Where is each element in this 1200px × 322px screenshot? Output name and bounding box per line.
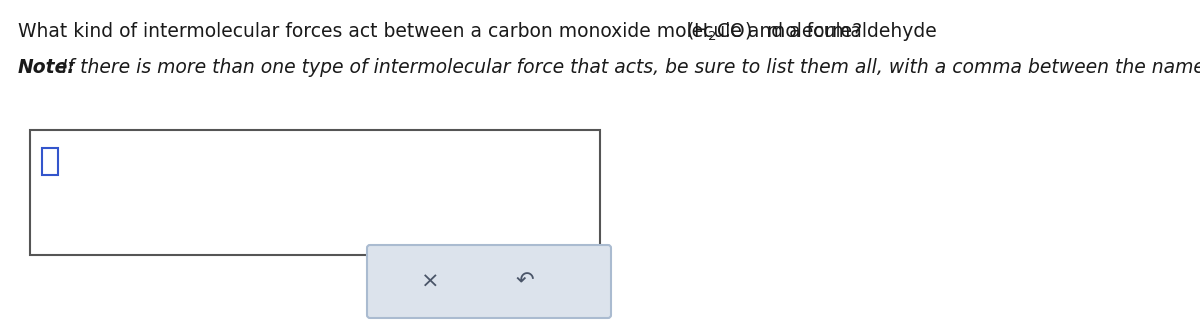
Text: Note:: Note: bbox=[18, 58, 76, 77]
Text: molecule?: molecule? bbox=[761, 22, 862, 41]
FancyBboxPatch shape bbox=[367, 245, 611, 318]
Text: ×: × bbox=[421, 272, 439, 292]
Text: ↶: ↶ bbox=[516, 272, 534, 292]
Text: $\left(\mathrm{H_2CO}\right)$: $\left(\mathrm{H_2CO}\right)$ bbox=[685, 21, 751, 43]
Text: What kind of intermolecular forces act between a carbon monoxide molecule and a : What kind of intermolecular forces act b… bbox=[18, 22, 943, 41]
Bar bbox=[30, 130, 600, 255]
Bar bbox=[42, 148, 58, 175]
Text: If there is more than one type of intermolecular force that acts, be sure to lis: If there is more than one type of interm… bbox=[56, 58, 1200, 77]
